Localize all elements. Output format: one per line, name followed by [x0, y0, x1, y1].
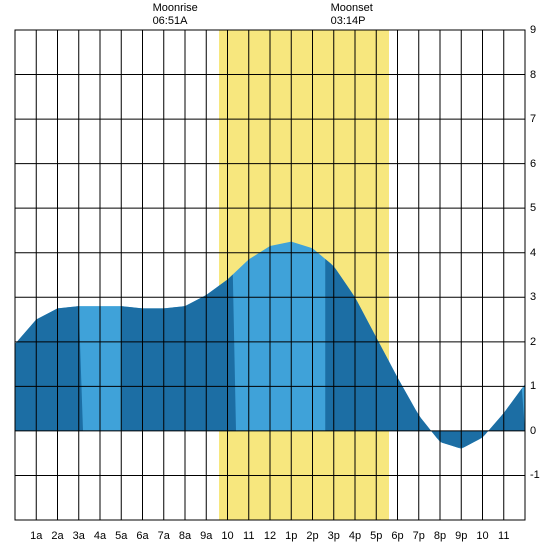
annotation-title: Moonset — [331, 2, 373, 15]
x-tick-label: 1p — [285, 530, 297, 542]
annotation-title: Moonrise — [153, 2, 198, 15]
x-tick-label: 5p — [370, 530, 382, 542]
x-tick-label: 8p — [434, 530, 446, 542]
chart-svg — [0, 0, 550, 550]
y-tick-label: 4 — [530, 247, 536, 259]
x-tick-label: 4p — [349, 530, 361, 542]
y-tick-label: 2 — [530, 336, 536, 348]
x-tick-label: 9a — [200, 530, 212, 542]
x-tick-label: 5a — [115, 530, 127, 542]
x-tick-label: 11 — [498, 530, 509, 542]
x-tick-label: 2a — [51, 530, 63, 542]
y-tick-label: 5 — [530, 202, 536, 214]
moon-annotation: Moonrise06:51A — [153, 2, 198, 28]
x-tick-label: 8a — [179, 530, 191, 542]
x-tick-label: 4a — [94, 530, 106, 542]
y-tick-label: 0 — [530, 425, 536, 437]
x-tick-label: 7p — [413, 530, 425, 542]
y-tick-label: -1 — [530, 469, 540, 481]
y-tick-label: 6 — [530, 158, 536, 170]
x-tick-label: 6a — [136, 530, 148, 542]
x-tick-label: 6p — [391, 530, 403, 542]
x-tick-label: 3p — [328, 530, 340, 542]
y-tick-label: 3 — [530, 291, 536, 303]
tide-chart: -101234567891a2a3a4a5a6a7a8a9a1011121p2p… — [0, 0, 550, 550]
x-tick-label: 10 — [221, 530, 233, 542]
x-tick-label: 3a — [73, 530, 85, 542]
moon-annotation: Moonset03:14P — [331, 2, 373, 28]
x-tick-label: 7a — [158, 530, 170, 542]
x-tick-label: 12 — [264, 530, 276, 542]
annotation-time: 03:14P — [331, 15, 373, 28]
x-tick-label: 11 — [243, 530, 254, 542]
annotation-time: 06:51A — [153, 15, 198, 28]
x-tick-label: 1a — [30, 530, 42, 542]
y-tick-label: 8 — [530, 69, 536, 81]
x-tick-label: 9p — [455, 530, 467, 542]
x-tick-label: 10 — [476, 530, 488, 542]
y-tick-label: 1 — [530, 380, 536, 392]
y-tick-label: 7 — [530, 113, 536, 125]
x-tick-label: 2p — [306, 530, 318, 542]
y-tick-label: 9 — [530, 24, 536, 36]
